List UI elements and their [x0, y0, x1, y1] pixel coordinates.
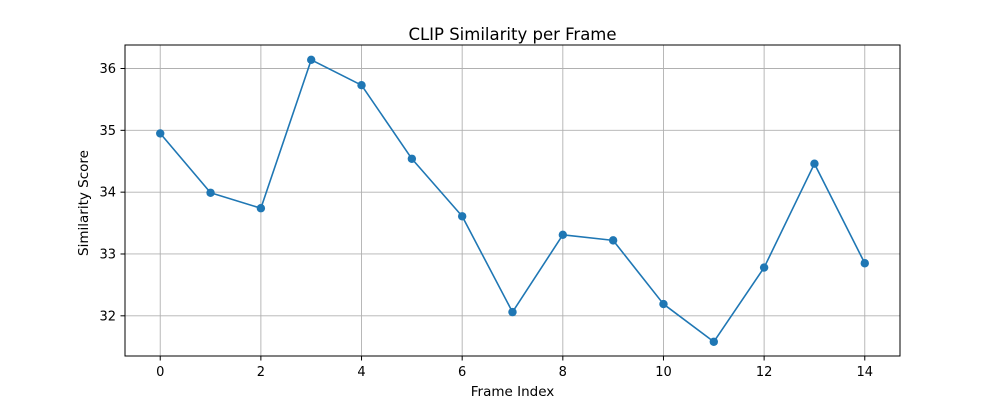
x-tick-label: 6 — [458, 365, 466, 380]
x-tick-label: 0 — [156, 365, 164, 380]
data-point — [759, 263, 769, 272]
x-tick-label: 10 — [655, 365, 672, 380]
y-tick-label: 35 — [99, 124, 116, 139]
y-tick-label: 36 — [99, 62, 116, 77]
x-tick-label: 14 — [856, 365, 873, 380]
series-layer — [156, 55, 869, 346]
y-tick-label: 33 — [99, 247, 116, 262]
data-point — [709, 337, 718, 346]
data-point — [307, 55, 316, 65]
data-point — [256, 204, 266, 213]
data-point — [860, 259, 869, 268]
data-point — [508, 307, 517, 317]
data-point — [457, 212, 467, 221]
tick-labels: 0 2 4 6 8 10 12 14 32 33 34 35 36 — [99, 62, 873, 380]
plot-frame — [124, 44, 901, 357]
data-point — [407, 154, 417, 163]
y-tick-label: 32 — [99, 309, 116, 324]
data-point — [206, 188, 215, 197]
data-point — [357, 80, 366, 90]
x-tick-label: 2 — [257, 365, 265, 380]
plot-axes — [124, 44, 901, 357]
data-point — [558, 230, 568, 240]
y-axis-label: Similarity Score — [76, 150, 92, 256]
data-point — [810, 159, 819, 168]
x-axis-label: Frame Index — [471, 384, 555, 400]
data-point — [659, 299, 668, 309]
chart-title: CLIP Similarity per Frame — [408, 25, 616, 44]
y-tick-label: 34 — [99, 186, 116, 201]
x-tick-label: 4 — [357, 365, 365, 380]
data-point — [156, 129, 165, 138]
x-tick-label: 12 — [756, 365, 773, 380]
x-tick-label: 8 — [559, 365, 567, 380]
data-point — [608, 236, 618, 245]
